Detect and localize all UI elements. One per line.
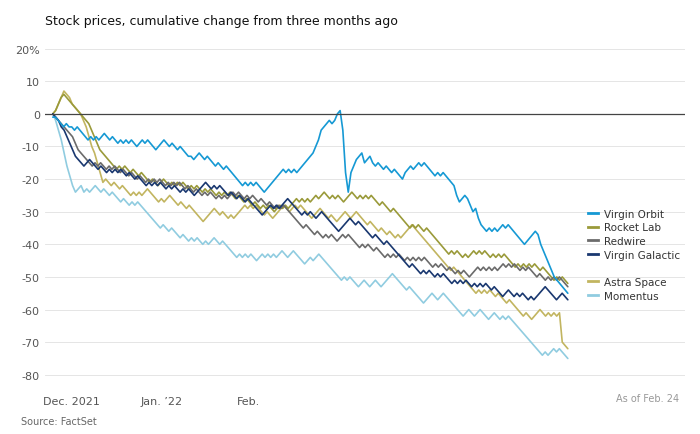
Line: Redwire: Redwire <box>52 115 568 287</box>
Rocket Lab <box>300 200 309 205</box>
Line: Rocket Lab: Rocket Lab <box>52 95 568 284</box>
Virgin Galactic <box>309 213 317 218</box>
Momentus <box>116 200 125 205</box>
Redwire <box>550 275 558 280</box>
Redwire <box>555 275 564 280</box>
Rocket Lab <box>467 252 475 257</box>
Rocket Lab <box>162 181 171 186</box>
Rocket Lab <box>473 252 481 257</box>
Virgin Orbit <box>420 161 428 166</box>
Virgin Galactic <box>564 297 572 302</box>
Momentus <box>51 118 60 124</box>
Momentus <box>210 236 218 241</box>
Text: Stock prices, cumulative change from three months ago: Stock prices, cumulative change from thr… <box>45 15 398 28</box>
Virgin Orbit <box>152 148 160 153</box>
Astra Space <box>130 190 138 195</box>
Redwire <box>285 210 293 215</box>
Rocket Lab <box>71 105 79 111</box>
Astra Space <box>524 314 533 319</box>
Virgin Galactic <box>524 297 533 302</box>
Line: Astra Space: Astra Space <box>52 92 568 349</box>
Virgin Orbit <box>409 168 417 173</box>
Momentus <box>48 112 57 117</box>
Virgin Orbit <box>564 291 572 296</box>
Line: Virgin Galactic: Virgin Galactic <box>52 115 568 300</box>
Virgin Galactic <box>128 174 136 179</box>
Line: Virgin Orbit: Virgin Orbit <box>52 112 568 293</box>
Redwire <box>54 118 62 124</box>
Virgin Galactic <box>48 112 57 117</box>
Virgin Galactic <box>116 168 125 173</box>
Momentus <box>128 200 136 205</box>
Line: Momentus: Momentus <box>52 115 568 358</box>
Text: As of Feb. 24: As of Feb. 24 <box>616 394 679 404</box>
Virgin Galactic <box>210 184 218 189</box>
Virgin Orbit <box>330 118 339 124</box>
Astra Space <box>48 112 57 117</box>
Virgin Orbit <box>401 171 410 176</box>
Rocket Lab <box>389 206 398 211</box>
Redwire <box>48 112 57 117</box>
Virgin Orbit <box>436 174 445 179</box>
Virgin Orbit <box>336 109 344 114</box>
Virgin Galactic <box>51 115 60 121</box>
Astra Space <box>60 89 68 95</box>
Momentus <box>309 258 317 263</box>
Astra Space <box>564 346 572 352</box>
Rocket Lab <box>48 112 57 117</box>
Redwire <box>248 194 257 199</box>
Redwire <box>564 284 572 289</box>
Momentus <box>270 252 278 257</box>
Redwire <box>223 197 232 202</box>
Momentus <box>564 356 572 361</box>
Virgin Orbit <box>48 115 57 121</box>
Virgin Galactic <box>270 206 278 211</box>
Legend: Virgin Orbit, Rocket Lab, Redwire, Virgin Galactic, , Astra Space, Momentus: Virgin Orbit, Rocket Lab, Redwire, Virgi… <box>588 209 680 301</box>
Astra Space <box>372 226 380 231</box>
Astra Space <box>349 213 358 218</box>
Text: Source: FactSet: Source: FactSet <box>21 417 97 427</box>
Rocket Lab <box>564 281 572 286</box>
Astra Space <box>444 265 452 270</box>
Astra Space <box>296 203 304 208</box>
Rocket Lab <box>60 92 68 98</box>
